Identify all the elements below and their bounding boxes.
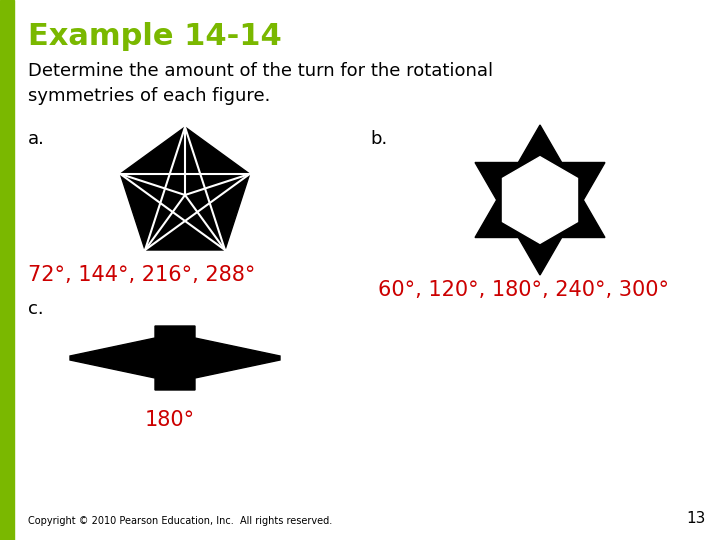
Text: Example 14-14: Example 14-14 — [28, 22, 282, 51]
Polygon shape — [70, 326, 280, 390]
Polygon shape — [120, 127, 250, 250]
Polygon shape — [503, 157, 577, 244]
Text: a.: a. — [28, 130, 45, 148]
Text: 13: 13 — [687, 511, 706, 526]
Polygon shape — [475, 163, 605, 275]
Text: c.: c. — [28, 300, 44, 318]
Polygon shape — [475, 125, 605, 238]
Text: 180°: 180° — [145, 410, 195, 430]
Text: b.: b. — [370, 130, 387, 148]
Text: 60°, 120°, 180°, 240°, 300°: 60°, 120°, 180°, 240°, 300° — [378, 280, 669, 300]
Text: Determine the amount of the turn for the rotational
symmetries of each figure.: Determine the amount of the turn for the… — [28, 62, 493, 105]
Bar — [0, 0, 14, 540]
Text: Copyright © 2010 Pearson Education, Inc.  All rights reserved.: Copyright © 2010 Pearson Education, Inc.… — [28, 516, 332, 526]
Text: 72°, 144°, 216°, 288°: 72°, 144°, 216°, 288° — [28, 265, 256, 285]
